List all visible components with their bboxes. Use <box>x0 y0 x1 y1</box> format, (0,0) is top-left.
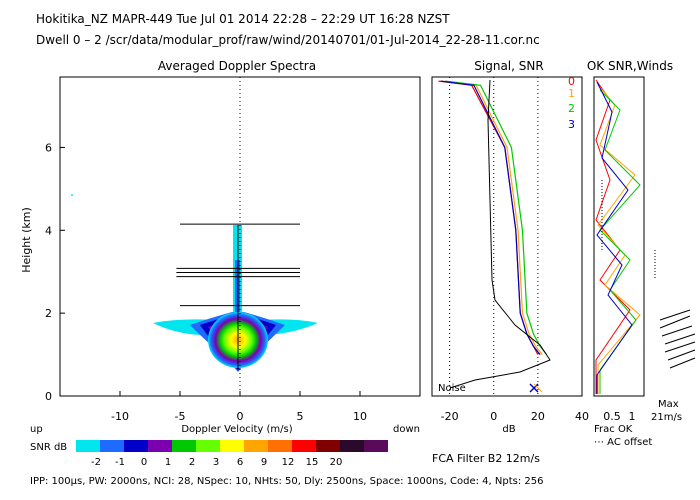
header-line-1: Hokitika_NZ MAPR-449 Tue Jul 01 2014 22:… <box>36 12 450 26</box>
frac-ok-traces <box>595 79 641 394</box>
colorbar-swatch <box>340 440 364 452</box>
colorbar-tick-label: 9 <box>261 457 267 468</box>
spectra-y-tick-label: 2 <box>45 307 52 320</box>
snr-colorbar-label: SNR dB <box>30 442 67 453</box>
legend-series-3: 3 <box>568 118 575 131</box>
colorbar-swatch <box>268 440 292 452</box>
snr-colorbar: -2 -1 0 1 2 3 6 9 12 15 20 <box>76 440 388 468</box>
snr-x-ticks: -20 0 20 40 <box>441 410 589 423</box>
spectra-panel-title: Averaged Doppler Spectra <box>158 59 316 73</box>
spectra-y-tick-label: 6 <box>45 141 52 154</box>
colorbar-tick-label: 2 <box>189 457 195 468</box>
snr-panel-title: Signal, SNR <box>474 59 543 73</box>
colorbar-swatch <box>172 440 196 452</box>
noise-markers <box>529 383 543 393</box>
spectra-y-ticks: 0 2 4 6 <box>45 141 65 403</box>
colorbar-swatch <box>124 440 148 452</box>
spectral-width-bars <box>176 223 300 307</box>
legend-series-1: 1 <box>568 87 575 100</box>
legend-series-0: 0 <box>568 75 575 88</box>
snr-series-line <box>440 80 543 355</box>
colorbar-swatch <box>100 440 124 452</box>
colorbar-swatch <box>364 440 388 452</box>
colorbar-swatch <box>292 440 316 452</box>
max-value-label: 21m/s <box>651 412 682 423</box>
snr-x-tick-label: -20 <box>441 410 459 423</box>
colorbar-swatch <box>316 440 340 452</box>
spectra-y-axis-label: Height (km) <box>20 207 33 273</box>
colorbar-tick-label: -2 <box>91 457 101 468</box>
noise-annotation: Noise <box>438 383 466 394</box>
spectra-x-tick-label: 10 <box>353 410 367 423</box>
filter-label: FCA Filter B2 12m/s <box>432 452 540 465</box>
footer-params: IPP: 100μs, PW: 2000ns, NCI: 28, NSpec: … <box>30 476 543 487</box>
ac-offset-label: ⋯ AC offset <box>594 437 652 448</box>
colorbar-swatch <box>220 440 244 452</box>
spectra-x-tick-label: 0 <box>237 410 244 423</box>
wind-barbs <box>659 309 696 369</box>
colorbar-tick-label: 1 <box>165 457 171 468</box>
snr-series-line <box>445 80 548 355</box>
colorbar-tick-label: 0 <box>141 457 147 468</box>
frac-ok-label: Frac OK <box>594 424 633 435</box>
snr-series <box>438 80 548 355</box>
spectra-x-tick-label: -5 <box>175 410 186 423</box>
ac-offset-dots <box>601 180 656 280</box>
legend-series-2: 2 <box>568 102 575 115</box>
winds-panel-frame <box>593 76 645 397</box>
max-label: Max <box>658 399 679 410</box>
snr-series-line <box>440 80 541 355</box>
colorbar-tick-label: -1 <box>115 457 125 468</box>
spectra-y-tick-label: 4 <box>45 224 52 237</box>
colorbar-tick-label: 15 <box>306 457 319 468</box>
header-line-2: Dwell 0 – 2 /scr/data/modular_prof/raw/w… <box>36 33 540 47</box>
snr-x-axis-label: dB <box>502 424 515 435</box>
spectra-x-tick-label: -10 <box>111 410 129 423</box>
winds-x-ticks: 0.5 1 <box>603 410 635 423</box>
direction-down-label: down <box>393 424 420 435</box>
colorbar-tick-label: 20 <box>330 457 343 468</box>
spectra-x-tick-label: 5 <box>297 410 304 423</box>
colorbar-swatch <box>196 440 220 452</box>
spectra-heatmap <box>71 194 318 372</box>
snr-panel-frame <box>431 76 583 397</box>
winds-x-tick-label: 0.5 <box>603 410 621 423</box>
spectra-x-ticks: -10 -5 0 5 10 <box>111 391 367 423</box>
colorbar-swatch <box>148 440 172 452</box>
direction-up-label: up <box>30 424 43 435</box>
snr-x-tick-label: 0 <box>490 410 497 423</box>
snr-x-tick-label: 20 <box>531 410 545 423</box>
spectra-x-axis-label: Doppler Velocity (m/s) <box>181 424 292 435</box>
colorbar-tick-label: 3 <box>213 457 219 468</box>
colorbar-tick-label: 12 <box>282 457 295 468</box>
snr-x-tick-label: 40 <box>575 410 589 423</box>
colorbar-tick-label: 6 <box>237 457 243 468</box>
spectra-y-tick-label: 0 <box>45 390 52 403</box>
colorbar-swatch <box>76 440 100 452</box>
winds-x-tick-label: 1 <box>629 410 636 423</box>
winds-panel-title: OK SNR,Winds <box>587 59 673 73</box>
colorbar-swatch <box>244 440 268 452</box>
